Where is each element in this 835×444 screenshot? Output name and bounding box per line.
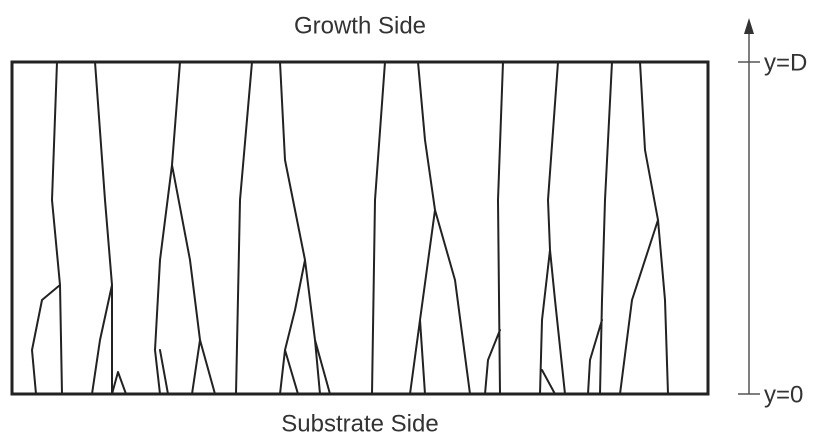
axis-arrow xyxy=(744,18,754,34)
diagram: Growth Side Substrate Side y=D y=0 xyxy=(0,0,835,444)
page: Growth Side Substrate Side y=D y=0 (() =… xyxy=(0,0,835,444)
growth-label: Growth Side xyxy=(294,12,426,39)
substrate-label: Substrate Side xyxy=(281,410,438,437)
top-label: y=D xyxy=(764,49,807,76)
grain-boundaries xyxy=(32,62,668,394)
bottom-label: y=0 xyxy=(764,381,803,408)
y-axis xyxy=(738,18,760,394)
